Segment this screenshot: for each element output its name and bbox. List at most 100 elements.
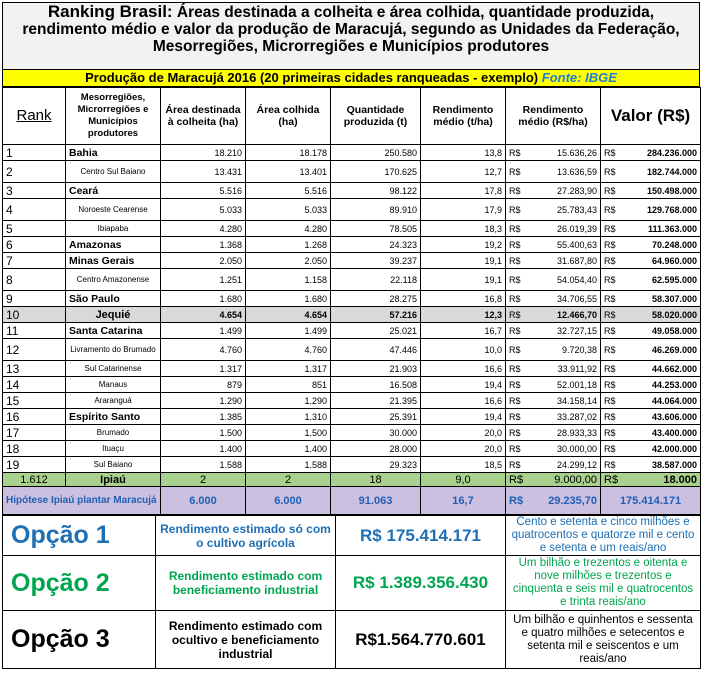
cell: 19,4 [420, 376, 506, 393]
cell: Bahia [65, 144, 161, 161]
option-description: Rendimento estimado com beneficiamento i… [155, 555, 336, 611]
cell: 19 [2, 456, 66, 473]
cell: 9,0 [420, 472, 506, 487]
cell: R$ [505, 376, 528, 393]
cell: 5.516 [160, 182, 246, 199]
data-row: 11 Santa Catarina 1.499 1.499 25.021 16,7 R$ 32… [2, 322, 702, 339]
cell: 44.662.000 [622, 360, 702, 377]
cell: R$ [600, 144, 623, 161]
cell: 18.178 [245, 144, 331, 161]
cell: 170.625 [330, 160, 421, 183]
cell: 34.158,14 [527, 392, 602, 409]
cell: R$ [505, 322, 528, 339]
title: Ranking Brasil: Áreas destinada a colhei… [2, 2, 700, 69]
cell: R$ [600, 220, 623, 237]
cell: 17,9 [420, 198, 506, 221]
title-lead: Ranking Brasil: [47, 2, 173, 21]
cell: 54.054,40 [527, 268, 602, 291]
cell: 2 [160, 472, 246, 487]
cell: 21.903 [330, 360, 421, 377]
source: Fonte: IBGE [541, 70, 617, 85]
cell: 28.275 [330, 290, 421, 307]
cell: 6.000 [245, 486, 331, 515]
cell: 46.269.000 [622, 338, 702, 361]
option-value: R$1.564.770.601 [335, 610, 506, 669]
cell: Ituaçu [65, 440, 161, 457]
data-row: 4 Noroeste Cearense 5.033 5.033 89.910 17,9 R$… [2, 198, 702, 221]
cell: 43.400.000 [622, 424, 702, 441]
data-row: 15 Araranguá 1.290 1.290 21.395 16,6 R$ 34.158,… [2, 392, 702, 409]
cell: 16,6 [420, 392, 506, 409]
data-row: 6 Amazonas 1.368 1.268 24.323 19,2 R$ 55.400,63… [2, 236, 702, 253]
option-label: Opção 3 [2, 610, 156, 669]
cell: 7 [2, 252, 66, 269]
cell: 4.654 [160, 306, 246, 323]
cell: Centro Amazonense [65, 268, 161, 291]
cell: R$ [505, 392, 528, 409]
cell: 17,8 [420, 182, 506, 199]
data-row: 12 Livramento do Brumado 4.760 4.760 47.446 1… [2, 338, 702, 361]
cell: 12.466,70 [527, 306, 602, 323]
cell: 13 [2, 360, 66, 377]
header-row: Rank Mesorregiões, Microrregiões e Municí… [2, 87, 702, 145]
cell: R$ [600, 306, 623, 323]
cell: R$ [505, 236, 528, 253]
cell: 1.588 [245, 456, 331, 473]
cell: 31.687,80 [527, 252, 602, 269]
data-row: 1 Bahia 18.210 18.178 250.580 13,8 R$ 15.636,26… [2, 144, 702, 161]
cell: R$ [600, 182, 623, 199]
cell: 5.033 [160, 198, 246, 221]
cell: R$ [505, 198, 528, 221]
cell: 1.680 [245, 290, 331, 307]
cell: Ibiapaba [65, 220, 161, 237]
cell: Livramento do Brumado [65, 338, 161, 361]
header-cell: Área destinada à colheita (ha) [160, 87, 246, 145]
cell: 5 [2, 220, 66, 237]
cell: 16,6 [420, 360, 506, 377]
document: Ranking Brasil: Áreas destinada a colhei… [2, 2, 702, 669]
cell: 20,0 [420, 440, 506, 457]
cell: 20,0 [420, 424, 506, 441]
cell: 18 [330, 472, 421, 487]
cell: R$ [600, 268, 623, 291]
cell: R$ [600, 440, 623, 457]
hypothesis-row: Hipótese Ipiaú plantar Maracujá 6.000 6.00… [2, 486, 702, 515]
cell: R$ [505, 338, 528, 361]
header-cell: Rank [2, 87, 66, 145]
data-row: 17 Brumado 1.500 1.500 30.000 20,0 R$ 28.933,33… [2, 424, 702, 441]
cell: 52.001,18 [527, 376, 602, 393]
cell: 2.050 [160, 252, 246, 269]
cell: 16,7 [420, 486, 506, 515]
cell: 26.019,39 [527, 220, 602, 237]
cell: 129.768.000 [622, 198, 702, 221]
cell: R$ [505, 456, 528, 473]
cell: 19,4 [420, 408, 506, 425]
cell: 1.317 [160, 360, 246, 377]
option-words: Cento e setenta e cinco milhões e quatro… [505, 515, 701, 556]
cell: 42.000.000 [622, 440, 702, 457]
cell: 182.744.000 [622, 160, 702, 183]
cell: R$ [505, 486, 528, 515]
cell: 111.363.000 [622, 220, 702, 237]
cell: 9.000,00 [527, 472, 602, 487]
cell: 2.050 [245, 252, 331, 269]
cell: 89.910 [330, 198, 421, 221]
data-row: 16 Espírito Santo 1.385 1.310 25.391 19,4 R$ 33… [2, 408, 702, 425]
header-cell: Rendimento médio (t/ha) [420, 87, 506, 145]
cell: 57.216 [330, 306, 421, 323]
cell: 44.064.000 [622, 392, 702, 409]
cell: 22.118 [330, 268, 421, 291]
cell: 16,8 [420, 290, 506, 307]
cell: 18.000 [622, 472, 702, 487]
cell: 3 [2, 182, 66, 199]
cell: 25.021 [330, 322, 421, 339]
option-description: Rendimento estimado só com o cultivo agr… [155, 515, 336, 556]
cell: Jequié [65, 306, 161, 323]
cell: 1.368 [160, 236, 246, 253]
cell: 1.500 [160, 424, 246, 441]
cell: 18.210 [160, 144, 246, 161]
cell: 25.783,43 [527, 198, 602, 221]
cell: R$ [600, 236, 623, 253]
cell: 15.636,26 [527, 144, 602, 161]
option-description: Rendimento estimado com ocultivo e benef… [155, 610, 336, 669]
